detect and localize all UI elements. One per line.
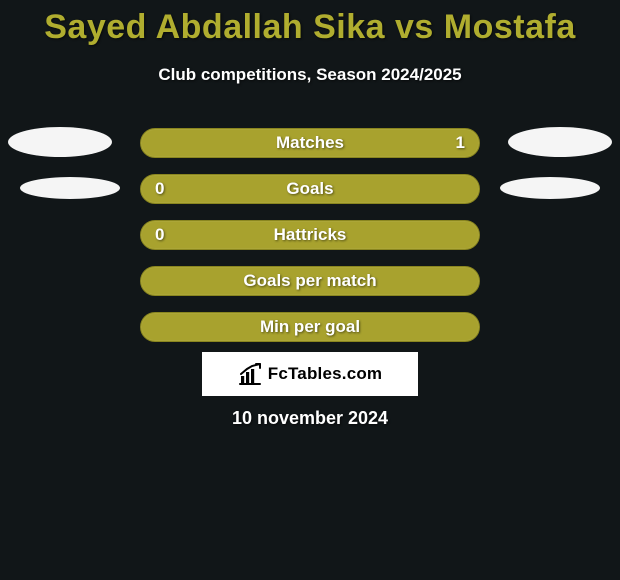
right-ellipse <box>500 177 600 199</box>
comparison-chart: Matches 1 0 Goals 0 Hattricks Goals per … <box>0 120 620 350</box>
stat-pill: Min per goal <box>140 312 480 342</box>
left-ellipse <box>8 127 112 157</box>
stat-row: Matches 1 <box>0 120 620 166</box>
stat-pill: 0 Goals <box>140 174 480 204</box>
stat-pill: Matches 1 <box>140 128 480 158</box>
stat-label: Hattricks <box>141 221 479 249</box>
left-ellipse <box>20 177 120 199</box>
stat-row: 0 Hattricks <box>0 212 620 258</box>
stat-label: Min per goal <box>141 313 479 341</box>
chart-icon <box>238 362 262 386</box>
brand-logo: FcTables.com <box>202 352 418 396</box>
page-title: Sayed Abdallah Sika vs Mostafa <box>0 0 620 47</box>
stat-label: Matches <box>141 129 479 157</box>
stat-row: Goals per match <box>0 258 620 304</box>
subtitle: Club competitions, Season 2024/2025 <box>0 65 620 85</box>
stat-row: Min per goal <box>0 304 620 350</box>
brand-text: FcTables.com <box>268 364 383 384</box>
stat-pill: 0 Hattricks <box>140 220 480 250</box>
stat-pill: Goals per match <box>140 266 480 296</box>
right-ellipse <box>508 127 612 157</box>
stat-value-right: 1 <box>456 129 465 157</box>
footer-date: 10 november 2024 <box>0 408 620 429</box>
stat-label: Goals <box>141 175 479 203</box>
stat-row: 0 Goals <box>0 166 620 212</box>
stat-label: Goals per match <box>141 267 479 295</box>
